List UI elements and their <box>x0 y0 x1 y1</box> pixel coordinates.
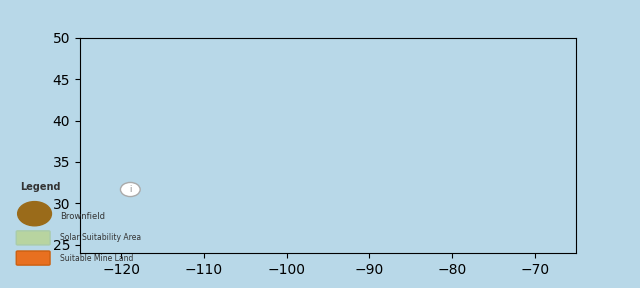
FancyBboxPatch shape <box>16 231 50 245</box>
FancyBboxPatch shape <box>16 251 50 265</box>
Circle shape <box>18 202 51 226</box>
Text: Suitable Mine Land: Suitable Mine Land <box>60 253 133 263</box>
Circle shape <box>120 183 140 197</box>
Text: i: i <box>129 185 131 194</box>
Text: Solar Suitability Area: Solar Suitability Area <box>60 233 141 242</box>
Text: Brownfield: Brownfield <box>60 212 105 221</box>
Text: Legend: Legend <box>20 181 61 192</box>
